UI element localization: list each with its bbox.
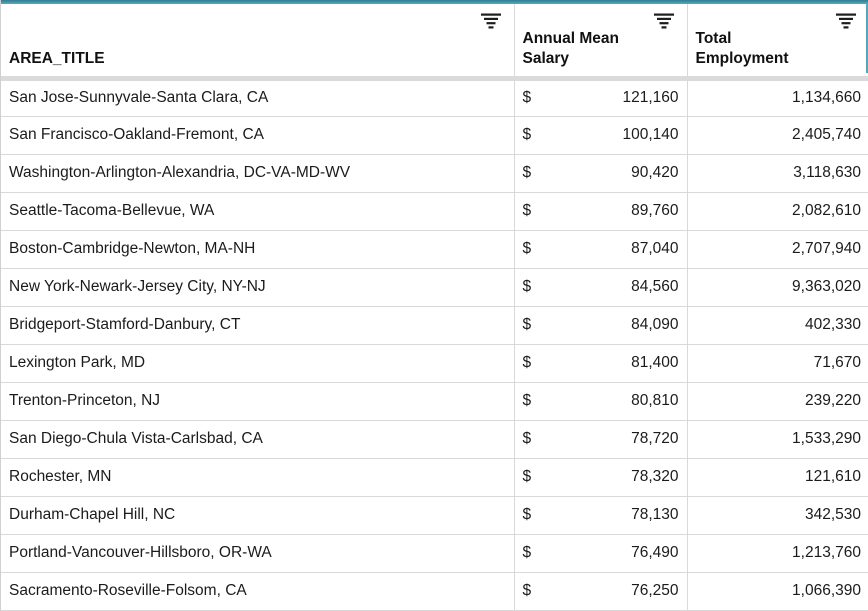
table-row: New York-Newark-Jersey City, NY-NJ $ 84,… xyxy=(1,268,868,307)
table-row: San Jose-Sunnyvale-Santa Clara, CA $ 121… xyxy=(1,78,868,117)
area-title-cell: Washington-Arlington-Alexandria, DC-VA-M… xyxy=(1,154,514,193)
area-title-cell: New York-Newark-Jersey City, NY-NJ xyxy=(1,268,514,307)
area-title-cell: San Jose-Sunnyvale-Santa Clara, CA xyxy=(1,78,514,117)
salary-value: 121,160 xyxy=(622,89,679,106)
total-employment-cell: 2,707,940 xyxy=(686,230,868,269)
annual-mean-salary-cell: $ 100,140 xyxy=(513,116,687,155)
total-employment-cell: 121,610 xyxy=(686,458,868,497)
area-title-cell: Trenton-Princeton, NJ xyxy=(1,382,514,421)
header-row: AREA_TITLE Annual Mean Salary xyxy=(1,4,868,81)
currency-symbol: $ xyxy=(522,582,532,599)
annual-mean-salary-cell: $ 81,400 xyxy=(513,344,687,383)
currency-symbol: $ xyxy=(522,89,532,106)
annual-mean-salary-cell: $ 84,560 xyxy=(513,268,687,307)
table-row: Trenton-Princeton, NJ $ 80,810 239,220 xyxy=(1,382,868,421)
annual-mean-salary-cell: $ 80,810 xyxy=(513,382,687,421)
annual-mean-salary-cell: $ 78,320 xyxy=(513,458,687,497)
salary-value: 78,130 xyxy=(631,506,679,523)
salary-value: 76,490 xyxy=(631,544,679,561)
annual-mean-salary-cell: $ 121,160 xyxy=(513,78,687,117)
table-row: San Francisco-Oakland-Fremont, CA $ 100,… xyxy=(1,116,868,155)
table-row: Durham-Chapel Hill, NC $ 78,130 342,530 xyxy=(1,496,868,535)
annual-mean-salary-cell: $ 87,040 xyxy=(513,230,687,269)
annual-mean-salary-cell: $ 78,130 xyxy=(513,496,687,535)
salary-value: 100,140 xyxy=(622,126,679,143)
total-employment-cell: 239,220 xyxy=(686,382,868,421)
currency-symbol: $ xyxy=(522,392,532,409)
currency-symbol: $ xyxy=(522,468,532,485)
data-table: AREA_TITLE Annual Mean Salary xyxy=(1,4,868,611)
currency-symbol: $ xyxy=(522,126,532,143)
table-row: Boston-Cambridge-Newton, MA-NH $ 87,040 … xyxy=(1,230,868,269)
table-row: Portland-Vancouver-Hillsboro, OR-WA $ 76… xyxy=(1,534,868,573)
annual-mean-salary-cell: $ 89,760 xyxy=(513,192,687,231)
table-body: San Jose-Sunnyvale-Santa Clara, CA $ 121… xyxy=(1,78,868,611)
table-row: San Diego-Chula Vista-Carlsbad, CA $ 78,… xyxy=(1,420,868,459)
salary-value: 78,320 xyxy=(631,468,679,485)
area-title-cell: Rochester, MN xyxy=(1,458,514,497)
table-row: Rochester, MN $ 78,320 121,610 xyxy=(1,458,868,497)
annual-mean-salary-cell: $ 76,490 xyxy=(513,534,687,573)
total-employment-cell: 3,118,630 xyxy=(686,154,868,193)
table-row: Bridgeport-Stamford-Danbury, CT $ 84,090… xyxy=(1,306,868,345)
total-employment-cell: 1,533,290 xyxy=(686,420,868,459)
header-right-accent xyxy=(866,3,868,73)
annual-mean-salary-cell: $ 90,420 xyxy=(513,154,687,193)
currency-symbol: $ xyxy=(522,240,532,257)
annual-mean-salary-cell: $ 84,090 xyxy=(513,306,687,345)
area-title-cell: Boston-Cambridge-Newton, MA-NH xyxy=(1,230,514,269)
table-row: Washington-Arlington-Alexandria, DC-VA-M… xyxy=(1,154,868,193)
column-header-label: Total Employment xyxy=(695,29,789,67)
table-row: Seattle-Tacoma-Bellevue, WA $ 89,760 2,0… xyxy=(1,192,868,231)
annual-mean-salary-cell: $ 78,720 xyxy=(513,420,687,459)
table-row: Lexington Park, MD $ 81,400 71,670 xyxy=(1,344,868,383)
currency-symbol: $ xyxy=(522,278,532,295)
salary-value: 87,040 xyxy=(631,240,679,257)
filter-icon[interactable] xyxy=(480,13,502,29)
area-title-cell: Bridgeport-Stamford-Danbury, CT xyxy=(1,306,514,345)
salary-value: 90,420 xyxy=(631,164,679,181)
area-title-cell: Sacramento-Roseville-Folsom, CA xyxy=(1,572,514,611)
area-title-cell: Lexington Park, MD xyxy=(1,344,514,383)
column-header-area-title[interactable]: AREA_TITLE xyxy=(1,4,514,81)
area-title-cell: Durham-Chapel Hill, NC xyxy=(1,496,514,535)
currency-symbol: $ xyxy=(522,164,532,181)
currency-symbol: $ xyxy=(522,202,532,219)
total-employment-cell: 9,363,020 xyxy=(686,268,868,307)
column-header-total-employment[interactable]: Total Employment xyxy=(686,4,868,81)
annual-mean-salary-cell: $ 76,250 xyxy=(513,572,687,611)
currency-symbol: $ xyxy=(522,354,532,371)
currency-symbol: $ xyxy=(522,316,532,333)
area-title-cell: Portland-Vancouver-Hillsboro, OR-WA xyxy=(1,534,514,573)
filter-icon[interactable] xyxy=(835,13,857,29)
table-top-accent-border xyxy=(1,0,868,4)
salary-value: 89,760 xyxy=(631,202,679,219)
area-title-cell: San Diego-Chula Vista-Carlsbad, CA xyxy=(1,420,514,459)
total-employment-cell: 1,134,660 xyxy=(686,78,868,117)
area-title-cell: Seattle-Tacoma-Bellevue, WA xyxy=(1,192,514,231)
total-employment-cell: 342,530 xyxy=(686,496,868,535)
salary-value: 78,720 xyxy=(631,430,679,447)
total-employment-cell: 71,670 xyxy=(686,344,868,383)
currency-symbol: $ xyxy=(522,430,532,447)
currency-symbol: $ xyxy=(522,506,532,523)
salary-value: 76,250 xyxy=(631,582,679,599)
column-header-label: AREA_TITLE xyxy=(9,49,105,67)
salary-value: 81,400 xyxy=(631,354,679,371)
area-title-cell: San Francisco-Oakland-Fremont, CA xyxy=(1,116,514,155)
salary-value: 80,810 xyxy=(631,392,679,409)
total-employment-cell: 1,213,760 xyxy=(686,534,868,573)
total-employment-cell: 2,082,610 xyxy=(686,192,868,231)
salary-value: 84,090 xyxy=(631,316,679,333)
filter-icon[interactable] xyxy=(653,13,675,29)
total-employment-cell: 402,330 xyxy=(686,306,868,345)
total-employment-cell: 1,066,390 xyxy=(686,572,868,611)
currency-symbol: $ xyxy=(522,544,532,561)
salary-value: 84,560 xyxy=(631,278,679,295)
total-employment-cell: 2,405,740 xyxy=(686,116,868,155)
column-header-label: Annual Mean Salary xyxy=(522,29,619,67)
table-row: Sacramento-Roseville-Folsom, CA $ 76,250… xyxy=(1,572,868,611)
column-header-annual-mean-salary[interactable]: Annual Mean Salary xyxy=(513,4,687,81)
